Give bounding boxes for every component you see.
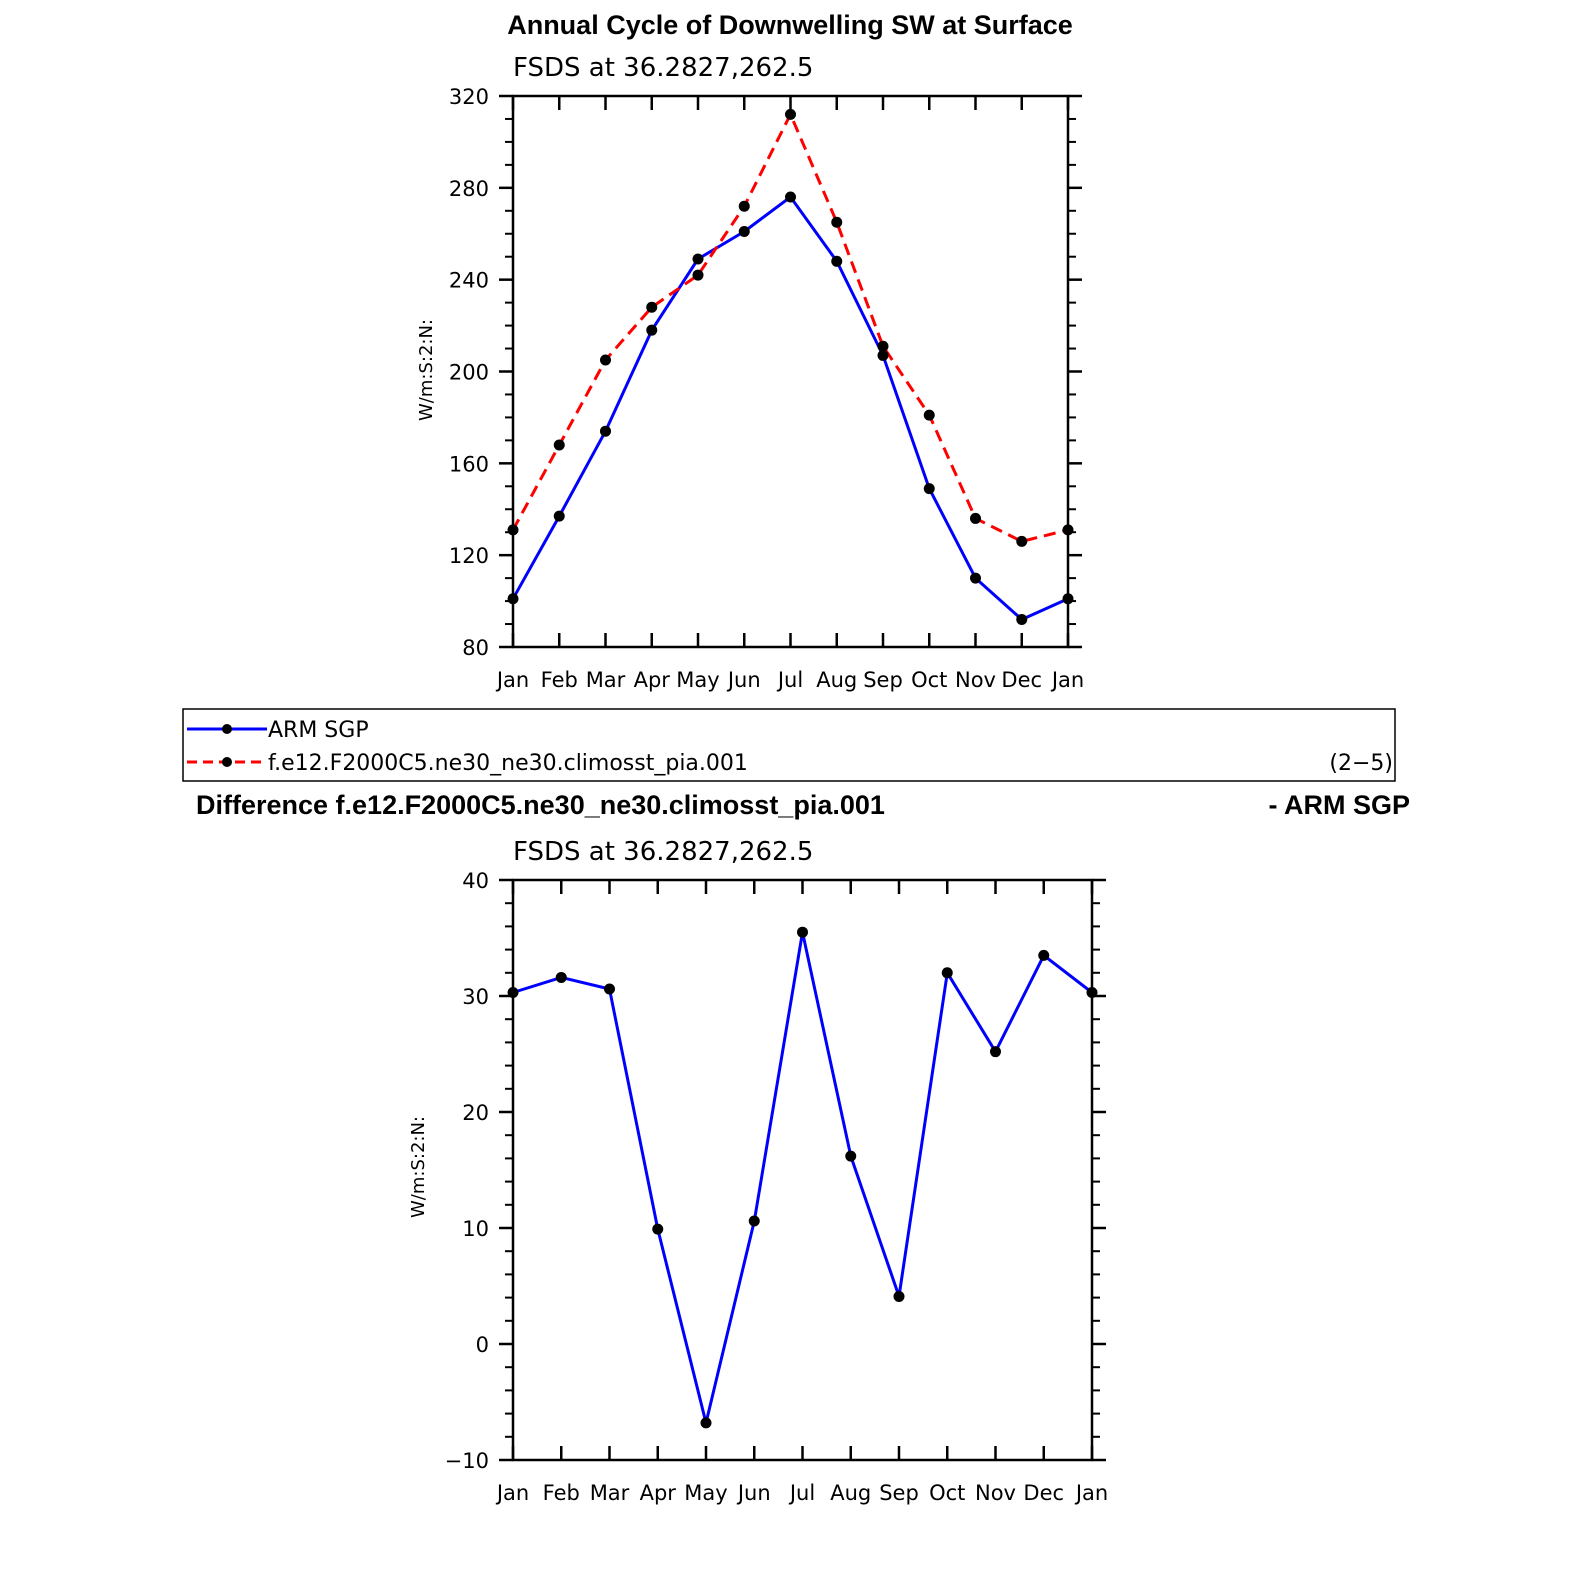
- bottom-y-tick-label: 0: [476, 1333, 489, 1357]
- bottom-series-0-point: [893, 1290, 905, 1302]
- top-series-1-point: [553, 439, 565, 451]
- top-series-0-point: [877, 349, 889, 361]
- top-series-0-point: [553, 510, 565, 522]
- top-series-0-point: [738, 225, 750, 237]
- bottom-x-tick-label: Feb: [543, 1481, 580, 1505]
- top-series-1-point: [692, 269, 704, 281]
- bottom-series-0-point: [507, 987, 519, 999]
- top-x-tick-label: Jan: [495, 668, 529, 692]
- bottom-series-0-point: [1038, 949, 1050, 961]
- top-series-0-point: [1016, 613, 1028, 625]
- legend-label-model: f.e12.F2000C5.ne30_ne30.climosst_pia.001: [268, 751, 748, 776]
- top-x-tick-label: Jul: [776, 668, 803, 692]
- bottom-x-tick-label: Dec: [1023, 1481, 1064, 1505]
- bottom-series-0-point: [700, 1417, 712, 1429]
- bottom-x-tick-label: Nov: [975, 1481, 1016, 1505]
- top-series-0-point: [600, 425, 611, 437]
- bottom-series-0-point: [941, 967, 953, 979]
- bottom-x-tick-label: Mar: [590, 1481, 630, 1505]
- bottom-x-tick-label: Jun: [736, 1481, 771, 1505]
- bottom-x-tick-label: Jan: [1074, 1481, 1108, 1505]
- top-y-tick-label: 80: [462, 636, 489, 660]
- top-series-1-point: [600, 354, 611, 366]
- top-y-tick-label: 280: [449, 177, 489, 201]
- bottom-series-0-point: [604, 983, 615, 995]
- top-series-1-point: [923, 409, 935, 421]
- top-x-tick-label: Mar: [586, 668, 626, 692]
- top-x-tick-label: Jan: [1050, 668, 1084, 692]
- top-series-1-point: [507, 524, 519, 536]
- top-x-tick-label: Aug: [816, 668, 857, 692]
- bottom-chart-title-suffix: - ARM SGP: [1269, 790, 1411, 820]
- top-y-tick-label: 200: [449, 361, 489, 385]
- top-x-tick-label: May: [676, 668, 719, 692]
- legend-marker-model: [222, 757, 232, 767]
- bottom-x-tick-label: Oct: [929, 1481, 965, 1505]
- bottom-x-tick-label: Apr: [640, 1481, 677, 1505]
- top-series-1-point: [646, 301, 658, 313]
- bottom-plot-frame: [511, 878, 1094, 1462]
- bottom-series-0-point: [748, 1215, 760, 1227]
- top-series-1-point: [1062, 524, 1074, 536]
- legend-index: (2−5): [1329, 751, 1393, 776]
- top-y-axis-label: W/m:S:2:N:: [416, 319, 437, 421]
- bottom-series-0-line: [512, 930, 1093, 1425]
- bottom-x-tick-label: Jan: [495, 1481, 529, 1505]
- bottom-y-tick-label: 30: [462, 985, 489, 1009]
- legend-marker-arm-sgp: [222, 724, 232, 734]
- top-series-0-point: [1062, 593, 1074, 605]
- top-series-1-point: [1016, 535, 1028, 547]
- top-series-1-point: [785, 108, 796, 120]
- top-chart-title: Annual Cycle of Downwelling SW at Surfac…: [507, 10, 1073, 40]
- bottom-x-tick-label: May: [684, 1481, 727, 1505]
- top-x-tick-label: Jun: [726, 668, 761, 692]
- bottom-y-tick-label: 10: [462, 1217, 489, 1241]
- top-series-1-point: [877, 340, 889, 352]
- top-x-tick-label: Dec: [1001, 668, 1042, 692]
- bottom-y-axis-label: W/m:S:2:N:: [408, 1116, 429, 1218]
- top-x-tick-label: Nov: [955, 668, 996, 692]
- legend-label-arm-sgp: ARM SGP: [268, 718, 369, 743]
- bottom-series-0-point: [990, 1046, 1001, 1058]
- top-series-1-point: [831, 216, 843, 228]
- bottom-plot-area: Jan Feb Mar Apr May Jun Jul Aug Sep Oct Nov Dec Jan 4…: [445, 869, 1109, 1505]
- top-series-0-line: [511, 195, 1069, 621]
- bottom-y-tick-label: −10: [445, 1449, 489, 1473]
- top-y-tick-label: 120: [449, 544, 489, 568]
- bottom-series-0-point: [555, 971, 567, 983]
- top-x-tick-label: Oct: [911, 668, 947, 692]
- top-y-tick-label: 320: [449, 85, 489, 109]
- top-series-1-point: [970, 512, 981, 524]
- bottom-x-tick-label: Aug: [830, 1481, 871, 1505]
- bottom-series-0-point: [845, 1150, 857, 1162]
- top-x-tick-label: Feb: [541, 668, 578, 692]
- top-series-1-line: [511, 112, 1069, 543]
- bottom-x-tick-label: Jul: [788, 1481, 815, 1505]
- bottom-chart-subtitle: FSDS at 36.2827,262.5: [513, 837, 813, 867]
- top-series-0-point: [831, 255, 843, 267]
- top-chart-subtitle: FSDS at 36.2827,262.5: [513, 53, 813, 83]
- bottom-series-0-point: [1086, 987, 1098, 999]
- top-plot-frame: [511, 94, 1070, 649]
- legend-box: [182, 708, 1396, 782]
- bottom-y-tick-label: 20: [462, 1101, 489, 1125]
- top-y-tick-label: 240: [449, 269, 489, 293]
- bottom-series-0-point: [797, 926, 808, 938]
- bottom-chart-title: Difference f.e12.F2000C5.ne30_ne30.climo…: [196, 790, 885, 820]
- top-series-0-point: [785, 191, 796, 203]
- top-x-tick-label: Sep: [863, 668, 903, 692]
- top-series-0-point: [646, 324, 658, 336]
- top-series-0-point: [507, 593, 519, 605]
- top-x-tick-label: Apr: [634, 668, 671, 692]
- top-series-0-point: [923, 483, 935, 495]
- bottom-x-tick-label: Sep: [879, 1481, 919, 1505]
- bottom-y-tick-label: 40: [462, 869, 489, 893]
- top-plot-area: Jan Feb Mar Apr May Jun Jul Aug Sep Oct Nov Dec Jan 3…: [449, 85, 1084, 692]
- top-series-1-point: [738, 200, 750, 212]
- top-series-0-point: [692, 253, 704, 265]
- top-series-0-point: [970, 572, 981, 584]
- top-y-tick-label: 160: [449, 452, 489, 476]
- legend: ARM SGP f.e12.F2000C5.ne30_ne30.climosst…: [182, 708, 1396, 782]
- bottom-series-0-point: [652, 1223, 664, 1235]
